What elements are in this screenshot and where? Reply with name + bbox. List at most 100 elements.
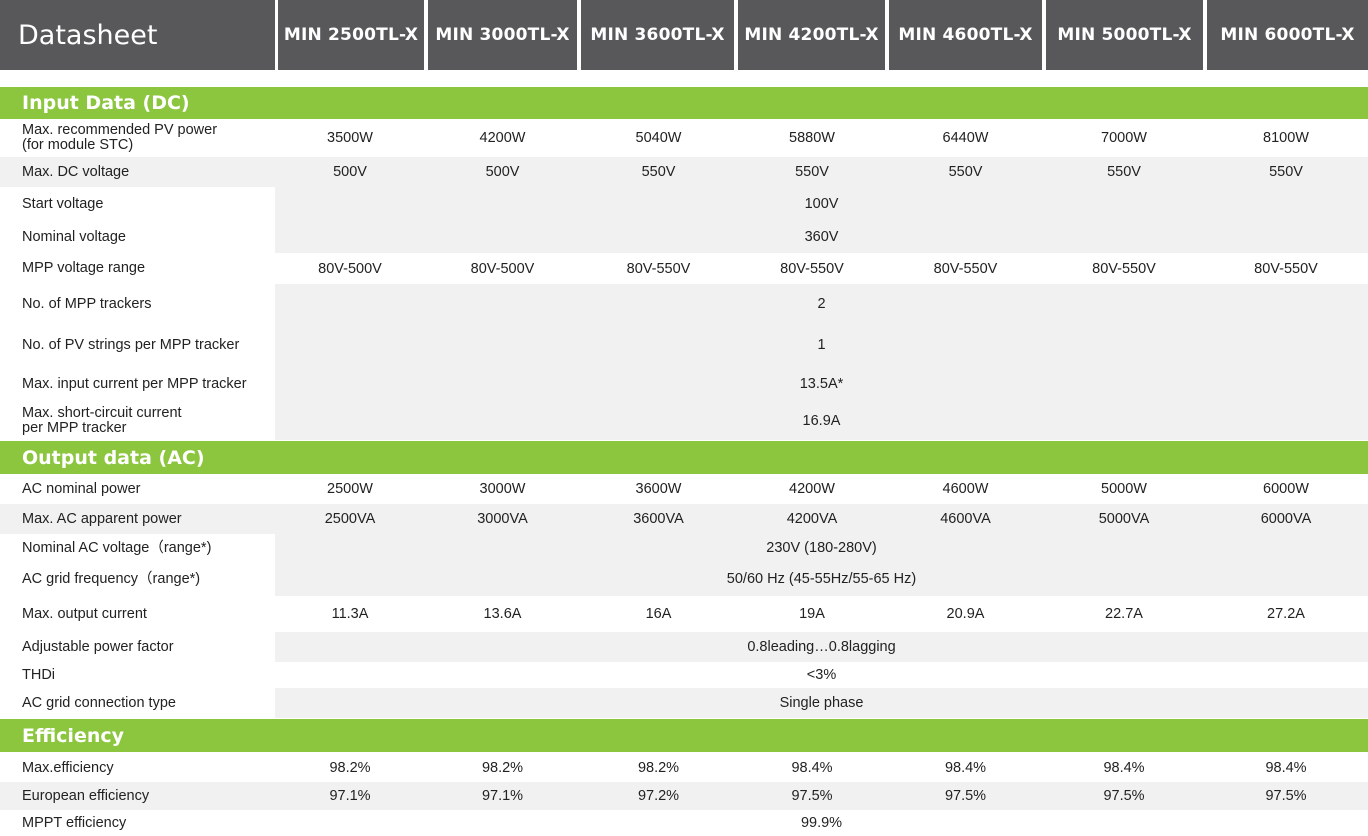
- row-label: Max. input current per MPP tracker: [22, 375, 247, 392]
- value-cell: 5880W: [789, 130, 835, 146]
- row-nominal-ac-voltage: Nominal AC voltage（range*) 230V (180-280…: [0, 534, 1368, 562]
- value-span: Single phase: [275, 688, 1368, 718]
- value-cell: 80V-500V: [318, 260, 382, 277]
- value-cell: 4200VA: [786, 511, 838, 527]
- value-cell: 98.4%: [1265, 760, 1307, 776]
- row-mpp-voltage-range: MPP voltage range 80V-500V 80V-500V 80V-…: [0, 253, 1368, 284]
- row-label: European efficiency: [22, 787, 150, 804]
- row-start-voltage: Start voltage 100V: [0, 187, 1368, 221]
- row-max-dc-voltage: Max. DC voltage 500V 500V 550V 550V 550V…: [0, 157, 1368, 187]
- value-cell: 4200W: [479, 130, 526, 146]
- value-cell: 3600VA: [633, 511, 684, 527]
- value-cell: 98.4%: [944, 760, 987, 776]
- value-span: 16.9A: [275, 402, 1368, 440]
- row-label: MPP voltage range: [22, 260, 146, 276]
- section-efficiency: Efficiency: [0, 719, 1368, 752]
- value-cell: 98.2%: [481, 760, 524, 776]
- model-header-4600: MIN 4600TL-X: [889, 0, 1042, 70]
- value-cell: 550V: [948, 164, 983, 180]
- section-input-dc: Input Data (DC): [0, 87, 1368, 119]
- label-line: (for module STC): [22, 137, 134, 153]
- row-label: Max. AC apparent power: [22, 510, 182, 527]
- value-cell: 6000VA: [1260, 511, 1312, 527]
- value-cell: 3600W: [635, 481, 682, 497]
- value-cell: 22.7A: [1105, 606, 1143, 622]
- value-cell: 80V-550V: [780, 260, 844, 277]
- row-label: AC grid frequency（range*): [22, 570, 201, 587]
- value-cell: 7000W: [1101, 130, 1147, 146]
- value-span: 230V (180-280V): [275, 534, 1368, 562]
- value-cell: 80V-550V: [933, 260, 998, 277]
- value-cell: 2500W: [327, 481, 373, 497]
- value-cell: 80V-550V: [1254, 260, 1318, 277]
- row-ac-apparent-power: Max. AC apparent power 2500VA 3000VA 360…: [0, 504, 1368, 534]
- row-mppt-efficiency: MPPT efficiency 99.9%: [0, 810, 1368, 836]
- value-cell: 97.5%: [1265, 788, 1307, 804]
- row-label: Max. recommended PV power (for module ST…: [22, 119, 282, 157]
- row-label: Max.efficiency: [22, 759, 114, 776]
- row-label: Nominal AC voltage（range*): [22, 539, 212, 556]
- value-cell: 4200W: [789, 481, 835, 497]
- value-cell: 3000VA: [477, 511, 528, 527]
- row-max-input-current: Max. input current per MPP tracker 13.5A…: [0, 366, 1368, 402]
- row-grid-connection: AC grid connection type Single phase: [0, 688, 1368, 718]
- row-short-circuit-current: Max. short-circuit current per MPP track…: [0, 402, 1368, 440]
- value-cell: 8100W: [1263, 130, 1309, 146]
- value-cell: 13.6A: [483, 606, 522, 622]
- model-header-4200: MIN 4200TL-X: [738, 0, 885, 70]
- value-cell: 98.4%: [791, 760, 833, 776]
- value-cell: 4600VA: [940, 511, 991, 527]
- value-span: 13.5A*: [275, 366, 1368, 402]
- value-span: 99.9%: [275, 810, 1368, 836]
- value-cell: 80V-550V: [626, 260, 691, 277]
- row-max-output-current: Max. output current 11.3A 13.6A 16A 19A …: [0, 596, 1368, 632]
- value-cell: 97.2%: [637, 788, 680, 804]
- value-cell: 27.2A: [1267, 606, 1305, 622]
- label-line: Max. recommended PV power: [22, 122, 218, 138]
- value-cell: 500V: [485, 164, 520, 180]
- model-header-2500: MIN 2500TL-X: [278, 0, 424, 70]
- model-header-3600: MIN 3600TL-X: [581, 0, 734, 70]
- model-header-5000: MIN 5000TL-X: [1046, 0, 1203, 70]
- value-span: 2: [275, 284, 1368, 324]
- value-cell: 97.5%: [1103, 788, 1145, 804]
- row-ac-grid-frequency: AC grid frequency（range*) 50/60 Hz (45-5…: [0, 562, 1368, 596]
- row-label: Start voltage: [22, 195, 104, 212]
- row-power-factor: Adjustable power factor 0.8leading…0.8la…: [0, 632, 1368, 662]
- row-label: AC grid connection type: [22, 694, 176, 711]
- value-cell: 550V: [641, 164, 676, 180]
- value-cell: 5000VA: [1098, 511, 1150, 527]
- value-cell: 80V-500V: [470, 260, 535, 277]
- value-cell: 97.5%: [944, 788, 987, 804]
- row-label: Max. DC voltage: [22, 163, 130, 180]
- value-cell: 98.2%: [637, 760, 680, 776]
- label-line: per MPP tracker: [22, 420, 127, 436]
- row-ac-nominal-power: AC nominal power 2500W 3000W 3600W 4200W…: [0, 474, 1368, 504]
- value-cell: 6000W: [1263, 481, 1309, 497]
- row-label: No. of PV strings per MPP tracker: [22, 336, 240, 353]
- value-cell: 97.1%: [481, 788, 524, 804]
- value-cell: 3000W: [479, 481, 526, 497]
- value-span: 100V: [275, 187, 1368, 221]
- value-span: 360V: [275, 221, 1368, 253]
- value-cell: 97.1%: [329, 788, 371, 804]
- value-cell: 5000W: [1101, 481, 1147, 497]
- value-cell: 5040W: [635, 130, 682, 146]
- model-header-3000: MIN 3000TL-X: [428, 0, 577, 70]
- value-span: <3%: [275, 662, 1368, 688]
- value-cell: 550V: [1269, 164, 1303, 180]
- value-cell: 98.2%: [329, 760, 371, 776]
- value-cell: 19A: [799, 606, 825, 622]
- row-label: Max. output current: [22, 605, 147, 622]
- row-mpp-trackers: No. of MPP trackers 2: [0, 284, 1368, 324]
- model-header-6000: MIN 6000TL-X: [1207, 0, 1368, 70]
- datasheet-title: Datasheet: [0, 0, 275, 70]
- value-cell: 97.5%: [791, 788, 833, 804]
- value-cell: 4600W: [942, 481, 989, 497]
- value-cell: 6440W: [942, 130, 989, 146]
- value-cell: 11.3A: [331, 606, 369, 622]
- row-max-pv-power: Max. recommended PV power (for module ST…: [0, 119, 1368, 157]
- row-european-efficiency: European efficiency 97.1% 97.1% 97.2% 97…: [0, 782, 1368, 810]
- value-cell: 2500VA: [324, 511, 376, 527]
- section-output-ac: Output data (AC): [0, 441, 1368, 474]
